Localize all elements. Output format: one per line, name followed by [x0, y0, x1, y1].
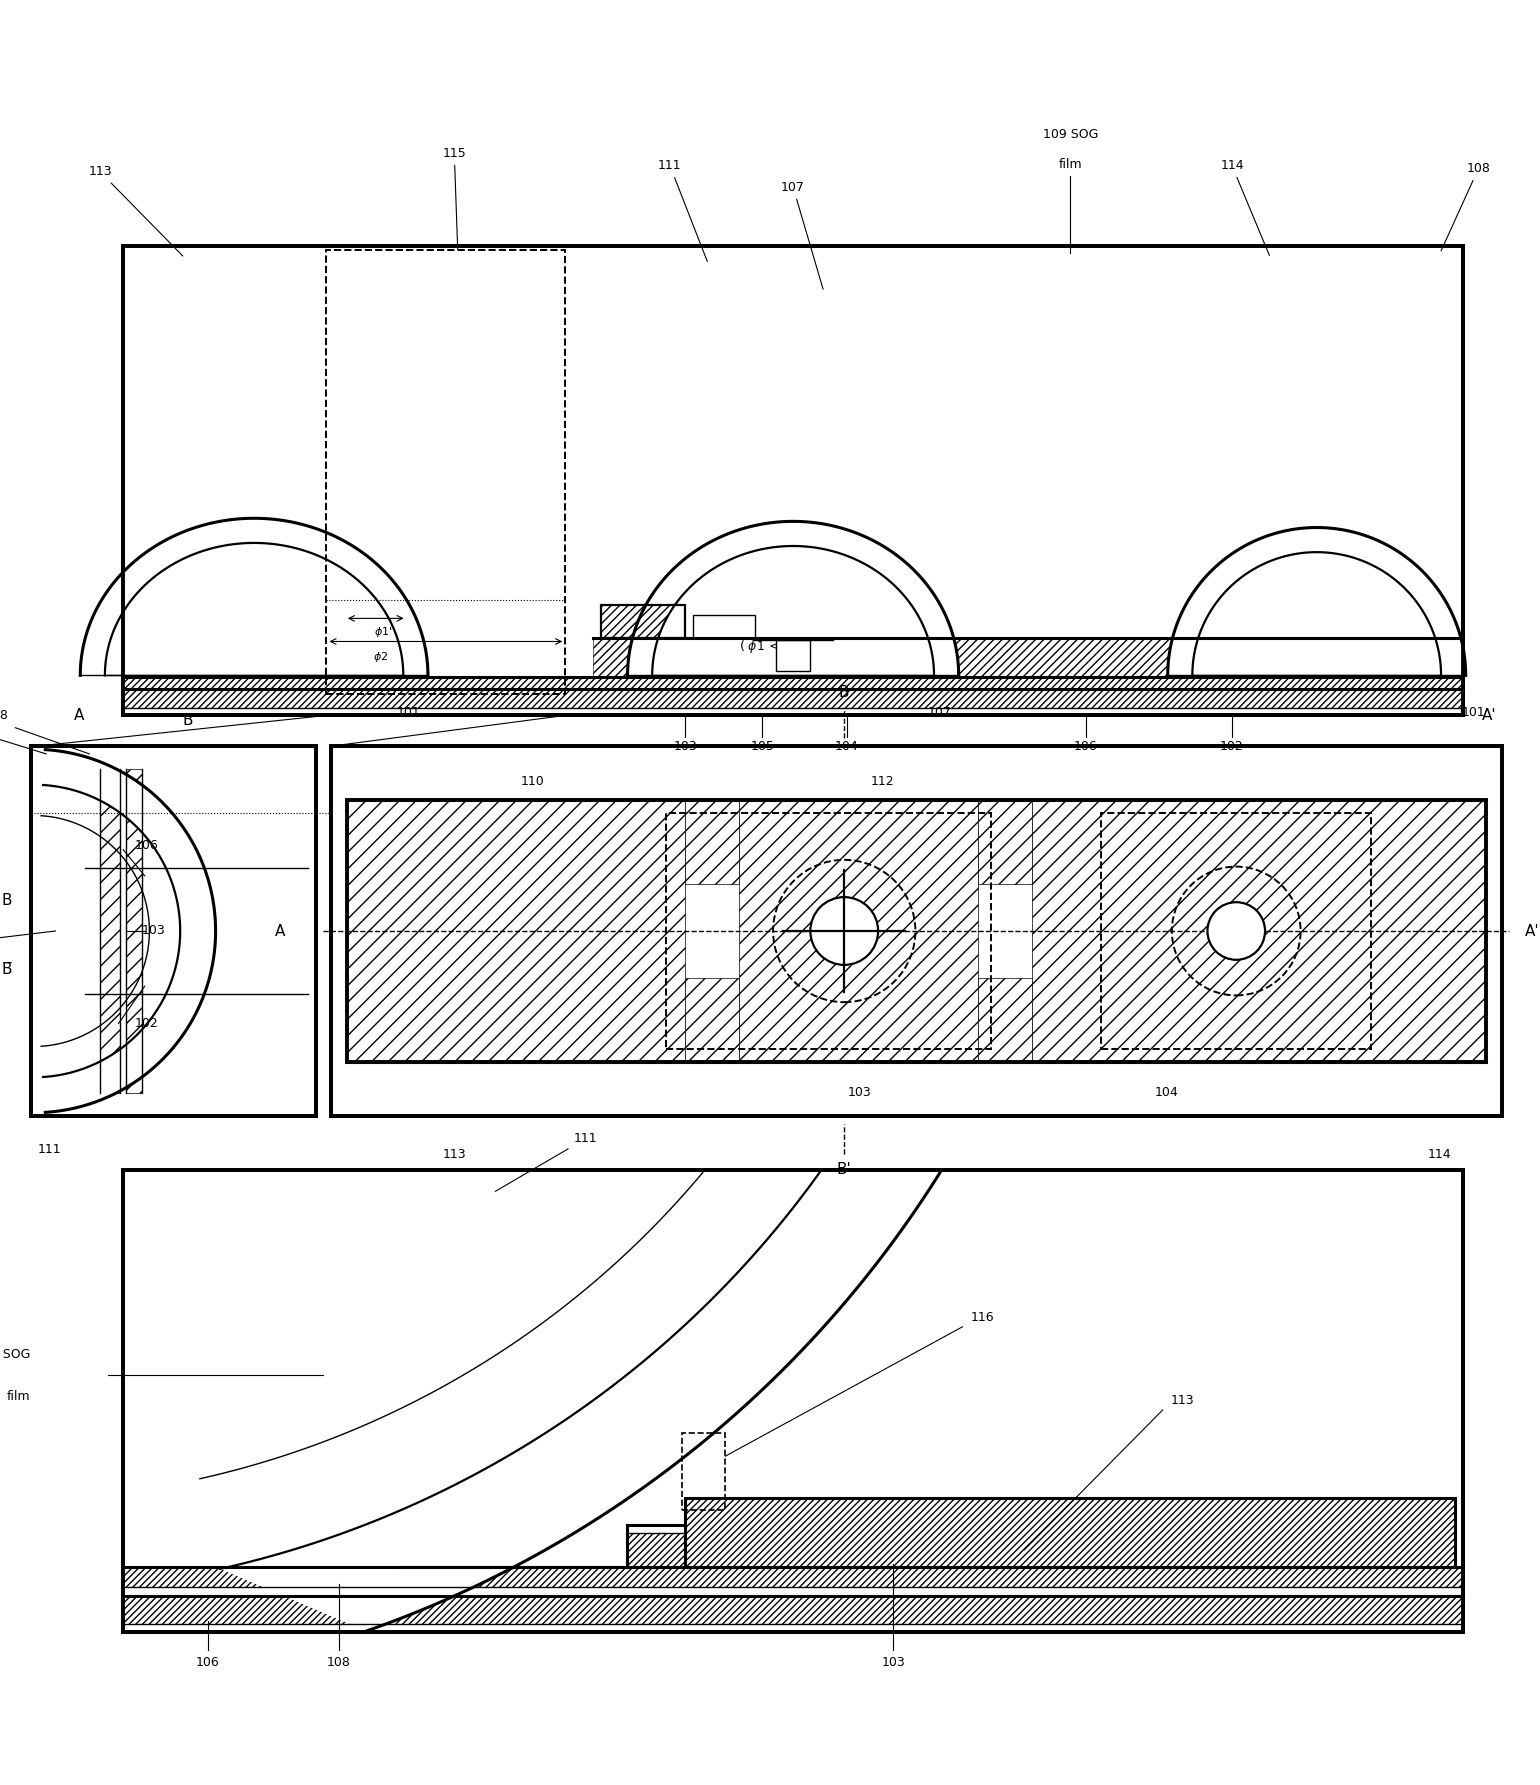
- Bar: [978, 800, 1032, 884]
- Text: 102: 102: [134, 1017, 159, 1030]
- Text: 105: 105: [750, 739, 775, 753]
- Text: B: B: [182, 712, 192, 728]
- Text: $\phi$1': $\phi$1': [374, 625, 393, 639]
- Text: 108: 108: [326, 1656, 351, 1669]
- Bar: [685, 1498, 1455, 1567]
- Text: 113: 113: [1170, 1394, 1194, 1407]
- Text: B': B': [836, 1162, 852, 1176]
- Text: 112: 112: [872, 775, 895, 789]
- Text: ( $\phi$1 < $\phi$2 ): ( $\phi$1 < $\phi$2 ): [739, 637, 808, 655]
- Text: 116: 116: [970, 1310, 993, 1324]
- Circle shape: [1207, 901, 1264, 960]
- Text: A: A: [74, 709, 85, 723]
- Bar: [123, 677, 1463, 689]
- Polygon shape: [80, 518, 428, 675]
- Text: 108: 108: [1441, 162, 1491, 252]
- Text: 106: 106: [1073, 739, 1098, 753]
- Polygon shape: [1192, 552, 1441, 675]
- Text: 111: 111: [658, 159, 707, 262]
- Bar: [346, 800, 685, 1062]
- Text: 113: 113: [442, 1148, 467, 1160]
- Text: 110: 110: [521, 775, 545, 789]
- Bar: [31, 746, 316, 1116]
- Text: film: film: [1058, 157, 1083, 171]
- Text: 106: 106: [196, 1656, 220, 1669]
- Circle shape: [810, 898, 878, 966]
- Bar: [346, 800, 1486, 1062]
- Polygon shape: [628, 521, 958, 675]
- Bar: [123, 1596, 1463, 1624]
- Text: B: B: [839, 685, 850, 700]
- Text: 111: 111: [37, 1142, 62, 1157]
- Polygon shape: [200, 1173, 773, 1569]
- Text: 115: 115: [442, 146, 467, 250]
- Bar: [1032, 800, 1486, 1062]
- Text: 107: 107: [781, 180, 822, 289]
- Bar: [627, 1533, 685, 1567]
- Bar: [978, 978, 1032, 1062]
- Polygon shape: [105, 543, 403, 675]
- Text: 109 SOG: 109 SOG: [1043, 129, 1098, 141]
- Bar: [685, 800, 739, 884]
- Polygon shape: [653, 546, 933, 675]
- Bar: [331, 746, 1502, 1116]
- Bar: [693, 616, 755, 639]
- Text: 102: 102: [1220, 739, 1244, 753]
- Text: 103: 103: [673, 739, 698, 753]
- Bar: [776, 641, 810, 671]
- Bar: [123, 1567, 1463, 1587]
- Text: A: A: [274, 923, 285, 939]
- Text: 114: 114: [1220, 159, 1269, 255]
- Text: 101: 101: [396, 705, 420, 719]
- Bar: [126, 769, 142, 1092]
- Bar: [1101, 814, 1371, 1050]
- Text: A': A': [1525, 923, 1538, 939]
- Text: 104: 104: [835, 739, 859, 753]
- Text: 107: 107: [927, 705, 952, 719]
- Text: 108: 108: [0, 709, 9, 721]
- Bar: [123, 689, 1463, 707]
- Text: 104: 104: [1155, 1087, 1178, 1100]
- Polygon shape: [43, 750, 216, 1112]
- Bar: [693, 616, 755, 639]
- Bar: [739, 800, 978, 1062]
- Bar: [682, 1433, 725, 1510]
- Text: 103: 103: [142, 925, 166, 937]
- Bar: [31, 746, 316, 1116]
- Text: A': A': [1481, 709, 1495, 723]
- Bar: [667, 814, 992, 1050]
- Text: 103: 103: [847, 1087, 872, 1100]
- Polygon shape: [220, 1171, 941, 1631]
- Text: 114: 114: [1428, 1148, 1452, 1160]
- Text: 106: 106: [134, 839, 159, 853]
- Text: film: film: [8, 1389, 31, 1403]
- Text: 113: 113: [88, 166, 183, 255]
- Text: B: B: [2, 892, 12, 909]
- Bar: [123, 246, 1463, 716]
- Bar: [331, 746, 1502, 1116]
- Bar: [123, 246, 1463, 716]
- Text: 109 SOG: 109 SOG: [0, 1348, 31, 1360]
- Text: $\phi$2: $\phi$2: [373, 650, 388, 664]
- Bar: [326, 250, 565, 694]
- Bar: [601, 605, 685, 639]
- Text: 111: 111: [496, 1132, 598, 1191]
- Bar: [100, 769, 120, 1092]
- Bar: [123, 1169, 1463, 1631]
- Bar: [123, 1169, 1463, 1631]
- Bar: [685, 978, 739, 1062]
- Bar: [601, 605, 685, 639]
- Text: 101: 101: [1461, 705, 1486, 719]
- Text: 103: 103: [881, 1656, 906, 1669]
- Text: B̅: B̅: [2, 962, 12, 976]
- Bar: [685, 1498, 1455, 1567]
- Bar: [593, 639, 1463, 677]
- Polygon shape: [1167, 528, 1466, 675]
